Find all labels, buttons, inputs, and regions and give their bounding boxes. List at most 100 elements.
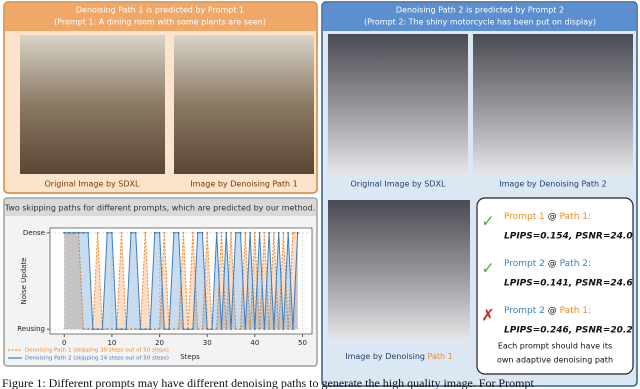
legend-label: Denoising Path 2 (skipping 24 steps out … xyxy=(25,356,169,362)
x-tick-label: 40 xyxy=(250,339,259,347)
path: Path 1: xyxy=(560,212,591,222)
point xyxy=(215,231,218,234)
prompt: Prompt 2 xyxy=(504,259,545,269)
point xyxy=(258,231,261,234)
prompt: Prompt 1 xyxy=(504,212,545,222)
point xyxy=(96,231,99,234)
point xyxy=(210,328,213,331)
point xyxy=(120,231,123,234)
point xyxy=(277,328,280,331)
point xyxy=(230,328,233,331)
point xyxy=(244,231,247,234)
x-tick-label: 50 xyxy=(298,339,307,347)
panel-header xyxy=(5,199,316,216)
point xyxy=(82,328,85,331)
point xyxy=(63,231,66,234)
y-axis-label: Noise Update xyxy=(20,258,28,305)
panel-header xyxy=(5,3,316,31)
results-note: Each prompt should have its xyxy=(498,342,612,351)
point xyxy=(234,328,237,331)
point xyxy=(253,328,256,331)
x-axis-label: Steps xyxy=(180,353,200,361)
results-rows: ✓ Prompt 1 @ Path 1: LPIPS=0.154, PSNR=24.… xyxy=(481,212,632,336)
result-metrics: LPIPS=0.246, PSNR=20.2 xyxy=(504,326,633,336)
point xyxy=(253,231,256,234)
at: @ xyxy=(548,306,557,316)
path: Path 1: xyxy=(560,306,591,316)
point xyxy=(115,328,118,331)
point xyxy=(220,231,223,234)
point xyxy=(263,231,266,234)
point xyxy=(182,328,185,331)
point xyxy=(234,231,237,234)
point xyxy=(168,328,171,331)
point xyxy=(110,328,113,331)
point xyxy=(172,328,175,331)
point xyxy=(291,231,294,234)
image-caption: Original Image by SDXL xyxy=(351,180,447,189)
point xyxy=(72,231,75,234)
caption-path: Path 1 xyxy=(428,352,453,361)
point xyxy=(134,328,137,331)
point xyxy=(249,328,252,331)
image-caption: Original Image by SDXL xyxy=(45,180,141,189)
point xyxy=(177,328,180,331)
panel-title: Denoising Path 1 is predicted by Prompt … xyxy=(76,6,244,15)
panel-header xyxy=(323,3,636,31)
point xyxy=(120,328,123,331)
x-tick-label: 0 xyxy=(62,339,66,347)
point xyxy=(187,328,190,331)
point xyxy=(296,231,299,234)
point xyxy=(129,231,132,234)
point xyxy=(68,231,71,234)
point xyxy=(177,231,180,234)
point xyxy=(144,328,147,331)
panel-title: Denoising Path 2 is predicted by Prompt … xyxy=(396,6,564,15)
image-caption: Image by Denoising Path 2 xyxy=(499,180,607,189)
path: Path 2: xyxy=(560,259,591,269)
results-box xyxy=(476,197,634,375)
point xyxy=(196,231,199,234)
y-tick-label: Dense xyxy=(23,229,45,237)
at: @ xyxy=(548,259,557,269)
point xyxy=(149,328,152,331)
point xyxy=(191,231,194,234)
point xyxy=(158,328,161,331)
point xyxy=(153,231,156,234)
point xyxy=(225,231,228,234)
at: @ xyxy=(548,212,557,222)
result-metrics: LPIPS=0.154, PSNR=24.0 xyxy=(504,232,633,242)
point xyxy=(139,328,142,331)
result-label: Prompt 2 @ Path 1: xyxy=(504,306,591,316)
point xyxy=(158,231,161,234)
point xyxy=(106,328,109,331)
result-mark: ✓ xyxy=(481,212,494,231)
x-tick-label: 30 xyxy=(203,339,212,347)
point xyxy=(215,328,218,331)
point xyxy=(91,328,94,331)
point xyxy=(268,231,271,234)
image xyxy=(473,34,633,174)
point xyxy=(272,231,275,234)
point xyxy=(196,328,199,331)
point xyxy=(225,328,228,331)
point xyxy=(125,328,128,331)
point xyxy=(201,328,204,331)
y-tick-label: Reusing xyxy=(17,325,45,333)
point xyxy=(106,231,109,234)
point xyxy=(201,231,204,234)
point xyxy=(249,231,252,234)
point xyxy=(282,328,285,331)
chart: 0 10 20 30 40 50 Reusing Dense Noise Update Steps… xyxy=(8,227,313,362)
point xyxy=(282,231,285,234)
point xyxy=(239,231,242,234)
point xyxy=(206,328,209,331)
point xyxy=(244,328,247,331)
image-caption: Image by Denoising Path 1 xyxy=(345,352,453,361)
image xyxy=(20,35,165,174)
point xyxy=(268,328,271,331)
figure-caption: Figure 1: Different prompts may have dif… xyxy=(2,376,534,389)
point xyxy=(220,328,223,331)
point xyxy=(206,231,209,234)
